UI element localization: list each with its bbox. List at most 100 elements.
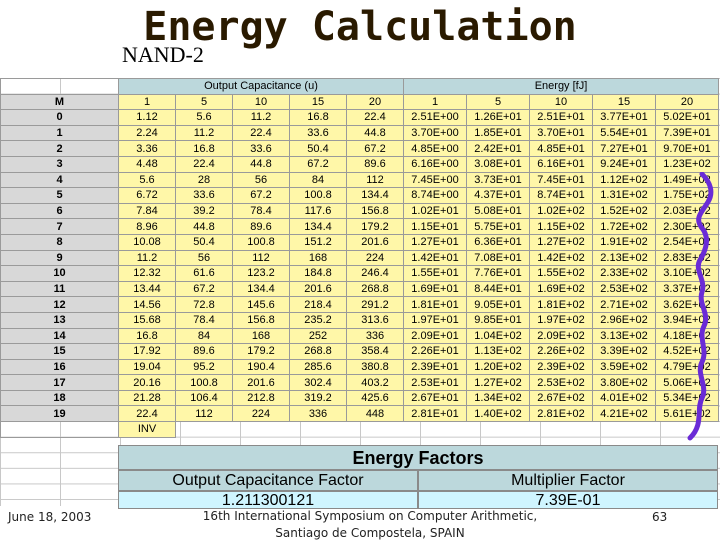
capacitance-cell: 67.2 <box>346 140 404 157</box>
table-row: 0 1.12 5.6 11.2 16.8 22.4 2.51E+00 1.26E+01 2.51… <box>0 109 719 126</box>
capacitance-cell: 168 <box>289 249 347 267</box>
capacitance-cell: 448 <box>346 405 404 423</box>
capacitance-cell: 4.48 <box>118 155 176 173</box>
m-value: 6 <box>0 202 119 220</box>
energy-cell: 3.70E+00 <box>403 124 467 142</box>
energy-cell: 2.09E+01 <box>403 327 467 345</box>
capacitance-cell: 285.6 <box>289 358 347 376</box>
energy-cell: 1.23E+02 <box>655 155 719 173</box>
capacitance-cell: 380.8 <box>346 358 404 376</box>
cap-col-header: 10 <box>232 93 290 111</box>
m-value: 0 <box>0 109 119 126</box>
capacitance-cell: 100.8 <box>232 233 290 251</box>
table-row: 15 17.92 89.6 179.2 268.8 358.4 2.26E+01 1.13E+… <box>0 343 719 360</box>
energy-cell: 8.74E+01 <box>529 187 593 204</box>
capacitance-cell: 117.6 <box>289 202 347 220</box>
energy-cell: 2.42E+01 <box>466 140 530 157</box>
energy-cell: 4.01E+02 <box>592 389 656 407</box>
energy-cell: 7.27E+01 <box>592 140 656 157</box>
energy-cell: 1.40E+02 <box>466 405 530 423</box>
capacitance-cell: 190.4 <box>232 358 290 376</box>
energy-cell: 1.27E+02 <box>529 233 593 251</box>
table-row: 8 10.08 50.4 100.8 151.2 201.6 1.27E+01 6.36E+0… <box>0 233 719 251</box>
table-row: 1 2.24 11.2 22.4 33.6 44.8 3.70E+00 1.85E+01 3.7… <box>0 124 719 142</box>
mult-factor-value: 7.39E-01 <box>418 491 718 509</box>
energy-cell: 3.80E+02 <box>592 374 656 391</box>
energy-cell: 1.97E+02 <box>529 311 593 329</box>
capacitance-cell: 89.6 <box>346 155 404 173</box>
table-row: 4 5.6 28 56 84 112 7.45E+00 3.73E+01 7.45E+01 1.1… <box>0 171 719 189</box>
m-value: 18 <box>0 389 119 407</box>
energy-cell: 1.75E+02 <box>655 187 719 204</box>
energy-cell: 5.02E+01 <box>655 109 719 126</box>
energy-cell: 2.39E+02 <box>529 358 593 376</box>
m-value: 8 <box>0 233 119 251</box>
energy-cell: 2.13E+02 <box>592 249 656 267</box>
capacitance-cell: 10.08 <box>118 233 176 251</box>
capacitance-cell: 95.2 <box>175 358 233 376</box>
energy-cell: 1.52E+02 <box>592 202 656 220</box>
m-value: 5 <box>0 187 119 204</box>
m-value: 17 <box>0 374 119 391</box>
capacitance-cell: 224 <box>232 405 290 423</box>
energy-cell: 5.54E+01 <box>592 124 656 142</box>
capacitance-cell: 33.6 <box>232 140 290 157</box>
capacitance-cell: 212.8 <box>232 389 290 407</box>
table-row: 3 4.48 22.4 44.8 67.2 89.6 6.16E+00 3.08E+01 6.1… <box>0 155 719 173</box>
cap-col-header: 20 <box>346 93 404 111</box>
conference-line-2: Santiago de Compostela, SPAIN <box>275 526 465 540</box>
capacitance-cell: 33.6 <box>289 124 347 142</box>
capacitance-cell: 44.8 <box>346 124 404 142</box>
blank-cell <box>0 421 119 438</box>
capacitance-cell: 425.6 <box>346 389 404 407</box>
capacitance-cell: 56 <box>232 171 290 189</box>
energy-cell: 3.94E+02 <box>655 311 719 329</box>
inv-row: INV <box>0 421 719 438</box>
capacitance-cell: 22.4 <box>118 405 176 423</box>
energy-cell: 1.81E+02 <box>529 296 593 313</box>
energy-cell: 2.53E+01 <box>403 374 467 391</box>
conference-line-1: 16th International Symposium on Computer… <box>202 509 538 523</box>
cap-factor-label: Output Capacitance Factor <box>118 470 418 491</box>
energy-cell: 2.81E+02 <box>529 405 593 423</box>
energy-cell: 2.30E+02 <box>655 218 719 235</box>
energy-cell: 2.53E+02 <box>529 374 593 391</box>
capacitance-cell: 336 <box>289 405 347 423</box>
capacitance-cell: 179.2 <box>232 343 290 360</box>
capacitance-cell: 16.8 <box>118 327 176 345</box>
energy-cell: 1.97E+01 <box>403 311 467 329</box>
energy-cell: 2.71E+02 <box>592 296 656 313</box>
capacitance-cell: 11.2 <box>118 249 176 267</box>
capacitance-cell: 22.4 <box>346 109 404 126</box>
table-row: 7 8.96 44.8 89.6 134.4 179.2 1.15E+01 5.75E+01 1… <box>0 218 719 235</box>
energy-cell: 1.26E+01 <box>466 109 530 126</box>
capacitance-cell: 134.4 <box>232 280 290 298</box>
energy-cell: 1.55E+01 <box>403 265 467 282</box>
table-row: 11 13.44 67.2 134.4 201.6 268.8 1.69E+01 8.44E+… <box>0 280 719 298</box>
capacitance-cell: 72.8 <box>175 296 233 313</box>
capacitance-cell: 268.8 <box>289 343 347 360</box>
capacitance-cell: 235.2 <box>289 311 347 329</box>
capacitance-cell: 89.6 <box>175 343 233 360</box>
capacitance-cell: 67.2 <box>175 280 233 298</box>
energy-cell: 7.39E+01 <box>655 124 719 142</box>
cap-factor-value: 1.211300121 <box>118 491 418 509</box>
capacitance-cell: 156.8 <box>232 311 290 329</box>
capacitance-cell: 56 <box>175 249 233 267</box>
energy-cell: 1.49E+02 <box>655 171 719 189</box>
capacitance-cell: 134.4 <box>346 187 404 204</box>
energy-cell: 1.34E+02 <box>466 389 530 407</box>
energy-cell: 2.67E+01 <box>403 389 467 407</box>
energy-cell: 3.59E+02 <box>592 358 656 376</box>
energy-cell: 1.72E+02 <box>592 218 656 235</box>
energy-cell: 3.39E+02 <box>592 343 656 360</box>
energy-cell: 2.51E+01 <box>529 109 593 126</box>
capacitance-cell: 336 <box>346 327 404 345</box>
capacitance-cell: 106.4 <box>175 389 233 407</box>
energy-cell: 5.75E+01 <box>466 218 530 235</box>
gate-subtitle: NAND-2 <box>122 42 204 67</box>
energy-cell: 1.42E+01 <box>403 249 467 267</box>
capacitance-cell: 145.6 <box>232 296 290 313</box>
energy-cell: 1.69E+02 <box>529 280 593 298</box>
capacitance-cell: 112 <box>175 405 233 423</box>
